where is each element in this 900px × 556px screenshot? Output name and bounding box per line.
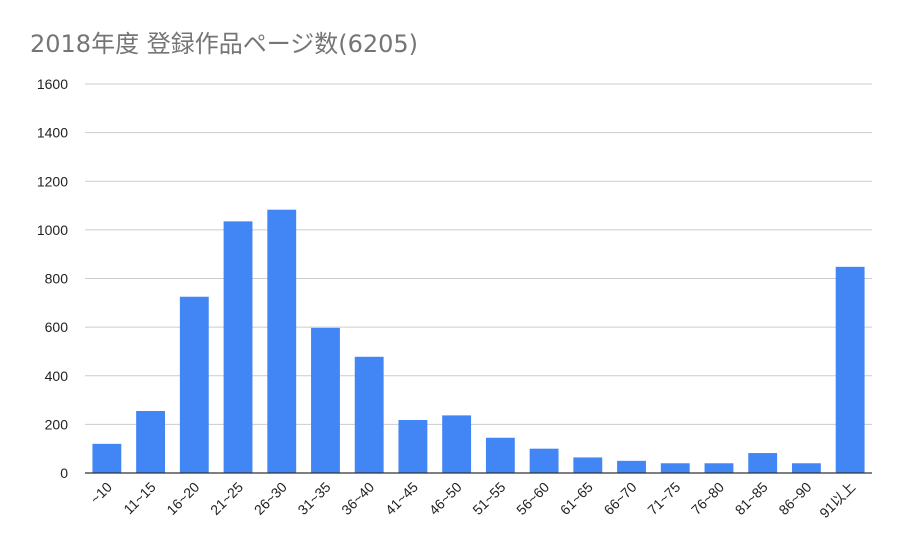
x-tick-label: 71~75 bbox=[644, 479, 683, 518]
bar bbox=[267, 209, 297, 473]
bar bbox=[573, 457, 603, 473]
x-axis-ticks: ~10 11~15 16~20 21~25 26~30 31~35 36~40 41~45 46… bbox=[87, 479, 858, 521]
bar bbox=[311, 327, 340, 473]
bar bbox=[617, 460, 646, 473]
bar bbox=[485, 437, 515, 473]
y-tick-label: 200 bbox=[45, 416, 69, 432]
y-tick-label: 1400 bbox=[37, 125, 68, 141]
x-tick-label: 36~40 bbox=[338, 479, 377, 518]
bars bbox=[92, 209, 865, 473]
x-tick-label: 11~15 bbox=[120, 479, 159, 518]
x-tick-label: 76~80 bbox=[688, 479, 727, 518]
y-tick-label: 1600 bbox=[37, 76, 68, 92]
y-tick-label: 0 bbox=[60, 465, 68, 481]
bar bbox=[92, 443, 122, 473]
x-tick-label: 81~85 bbox=[732, 479, 771, 518]
bar bbox=[660, 463, 690, 473]
bar bbox=[398, 419, 428, 473]
y-tick-label: 600 bbox=[45, 319, 69, 335]
bar bbox=[748, 453, 778, 473]
gridlines bbox=[85, 83, 872, 425]
bar bbox=[835, 266, 865, 473]
bar bbox=[442, 415, 472, 473]
bar bbox=[179, 296, 209, 473]
x-tick-label: 41~45 bbox=[382, 479, 421, 518]
y-tick-label: 800 bbox=[45, 271, 69, 287]
x-tick-label: 31~35 bbox=[294, 479, 333, 518]
bar bbox=[529, 448, 559, 473]
x-tick-label: 56~60 bbox=[513, 479, 552, 518]
y-axis-ticks: 0 200 400 600 800 1000 1200 1400 1600 bbox=[37, 76, 68, 481]
x-tick-label: 26~30 bbox=[251, 479, 290, 518]
x-tick-label: 16~20 bbox=[163, 479, 202, 518]
bar bbox=[223, 221, 253, 473]
y-tick-label: 400 bbox=[45, 368, 69, 384]
x-tick-label: 46~50 bbox=[426, 479, 465, 518]
x-tick-label: 51~55 bbox=[469, 479, 508, 518]
x-tick-label: 21~25 bbox=[207, 479, 246, 518]
x-tick-label: 86~90 bbox=[775, 479, 814, 518]
y-tick-label: 1000 bbox=[37, 222, 68, 238]
bar bbox=[704, 463, 734, 473]
x-tick-label: 66~70 bbox=[601, 479, 640, 518]
y-tick-label: 1200 bbox=[37, 173, 68, 189]
x-tick-label: 61~65 bbox=[557, 479, 596, 518]
bar bbox=[354, 356, 384, 473]
bar bbox=[136, 411, 166, 473]
x-tick-label: 91以上 bbox=[816, 479, 858, 521]
x-tick-label: ~10 bbox=[87, 479, 115, 507]
chart-title: 2018年度 登録作品ページ数(6205) bbox=[30, 30, 419, 58]
bar bbox=[791, 463, 821, 473]
